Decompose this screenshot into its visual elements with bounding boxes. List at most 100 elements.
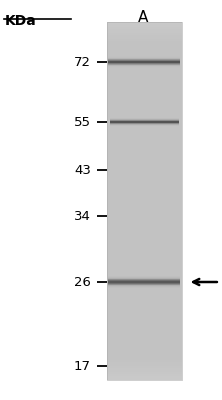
Bar <box>107 352 182 354</box>
Bar <box>107 318 182 319</box>
Bar <box>107 357 182 358</box>
Bar <box>107 109 182 110</box>
Bar <box>107 141 182 142</box>
Bar <box>107 116 182 118</box>
Bar <box>107 326 182 328</box>
Bar <box>107 368 182 369</box>
Bar <box>107 136 182 138</box>
Bar <box>107 168 182 169</box>
Bar <box>107 341 182 342</box>
Text: A: A <box>138 10 148 25</box>
Bar <box>107 101 182 102</box>
Bar <box>107 77 182 78</box>
Bar <box>107 132 182 133</box>
Bar <box>107 84 182 85</box>
Bar <box>107 27 182 28</box>
Bar <box>107 337 182 338</box>
Bar <box>107 83 182 84</box>
Bar <box>107 166 182 168</box>
Bar <box>107 302 182 304</box>
Bar <box>107 362 182 363</box>
Bar <box>107 58 182 59</box>
Bar <box>107 47 182 48</box>
Bar <box>107 112 182 113</box>
Bar <box>107 345 182 346</box>
Bar <box>107 120 182 121</box>
Bar <box>107 207 182 208</box>
Bar <box>107 176 182 177</box>
Bar <box>107 346 182 348</box>
Bar <box>107 79 182 80</box>
Bar <box>107 40 182 41</box>
Bar <box>107 54 182 56</box>
Bar <box>107 186 182 187</box>
Bar <box>107 209 182 210</box>
Bar <box>107 324 182 325</box>
Bar <box>107 237 182 238</box>
Bar <box>107 119 182 120</box>
Bar <box>107 170 182 171</box>
Bar <box>107 45 182 46</box>
Bar <box>108 280 180 281</box>
Bar <box>107 364 182 366</box>
Bar <box>107 180 182 181</box>
Bar <box>107 373 182 374</box>
Bar <box>107 284 182 286</box>
Bar <box>107 305 182 306</box>
Bar <box>107 89 182 90</box>
Bar <box>107 336 182 337</box>
Bar <box>107 98 182 100</box>
Bar <box>107 36 182 38</box>
Bar <box>107 220 182 221</box>
Bar <box>107 290 182 292</box>
Bar <box>107 165 182 166</box>
Bar <box>107 250 182 251</box>
Bar <box>107 319 182 320</box>
Bar <box>107 206 182 207</box>
Bar <box>107 374 182 375</box>
Bar <box>107 243 182 244</box>
Bar <box>107 255 182 256</box>
Bar <box>107 138 182 139</box>
Bar <box>107 376 182 378</box>
Bar <box>107 97 182 98</box>
Bar <box>107 227 182 228</box>
Bar <box>107 42 182 44</box>
Bar <box>107 56 182 57</box>
Bar <box>107 94 182 95</box>
Bar <box>108 285 180 286</box>
Bar <box>107 113 182 114</box>
Bar <box>107 157 182 158</box>
Bar <box>107 325 182 326</box>
Bar <box>107 225 182 226</box>
Bar <box>107 270 182 272</box>
Bar <box>107 183 182 184</box>
Bar <box>107 342 182 343</box>
Bar <box>107 360 182 361</box>
Bar <box>107 86 182 88</box>
Bar <box>107 236 182 237</box>
Bar <box>107 330 182 331</box>
Bar <box>107 361 182 362</box>
Bar <box>107 328 182 329</box>
Bar <box>107 196 182 198</box>
Bar <box>107 76 182 77</box>
Bar <box>107 199 182 200</box>
Bar <box>107 233 182 234</box>
Bar <box>107 369 182 370</box>
Bar <box>108 286 180 287</box>
Bar <box>107 230 182 231</box>
Bar <box>107 317 182 318</box>
Bar <box>107 118 182 119</box>
Bar <box>107 200 182 201</box>
Bar <box>107 72 182 73</box>
Bar <box>107 338 182 340</box>
Bar <box>107 289 182 290</box>
Text: KDa: KDa <box>4 14 36 28</box>
Bar <box>107 110 182 112</box>
Bar <box>107 239 182 240</box>
Bar <box>107 60 182 61</box>
Bar <box>107 178 182 180</box>
Bar <box>107 350 182 351</box>
Bar <box>107 363 182 364</box>
